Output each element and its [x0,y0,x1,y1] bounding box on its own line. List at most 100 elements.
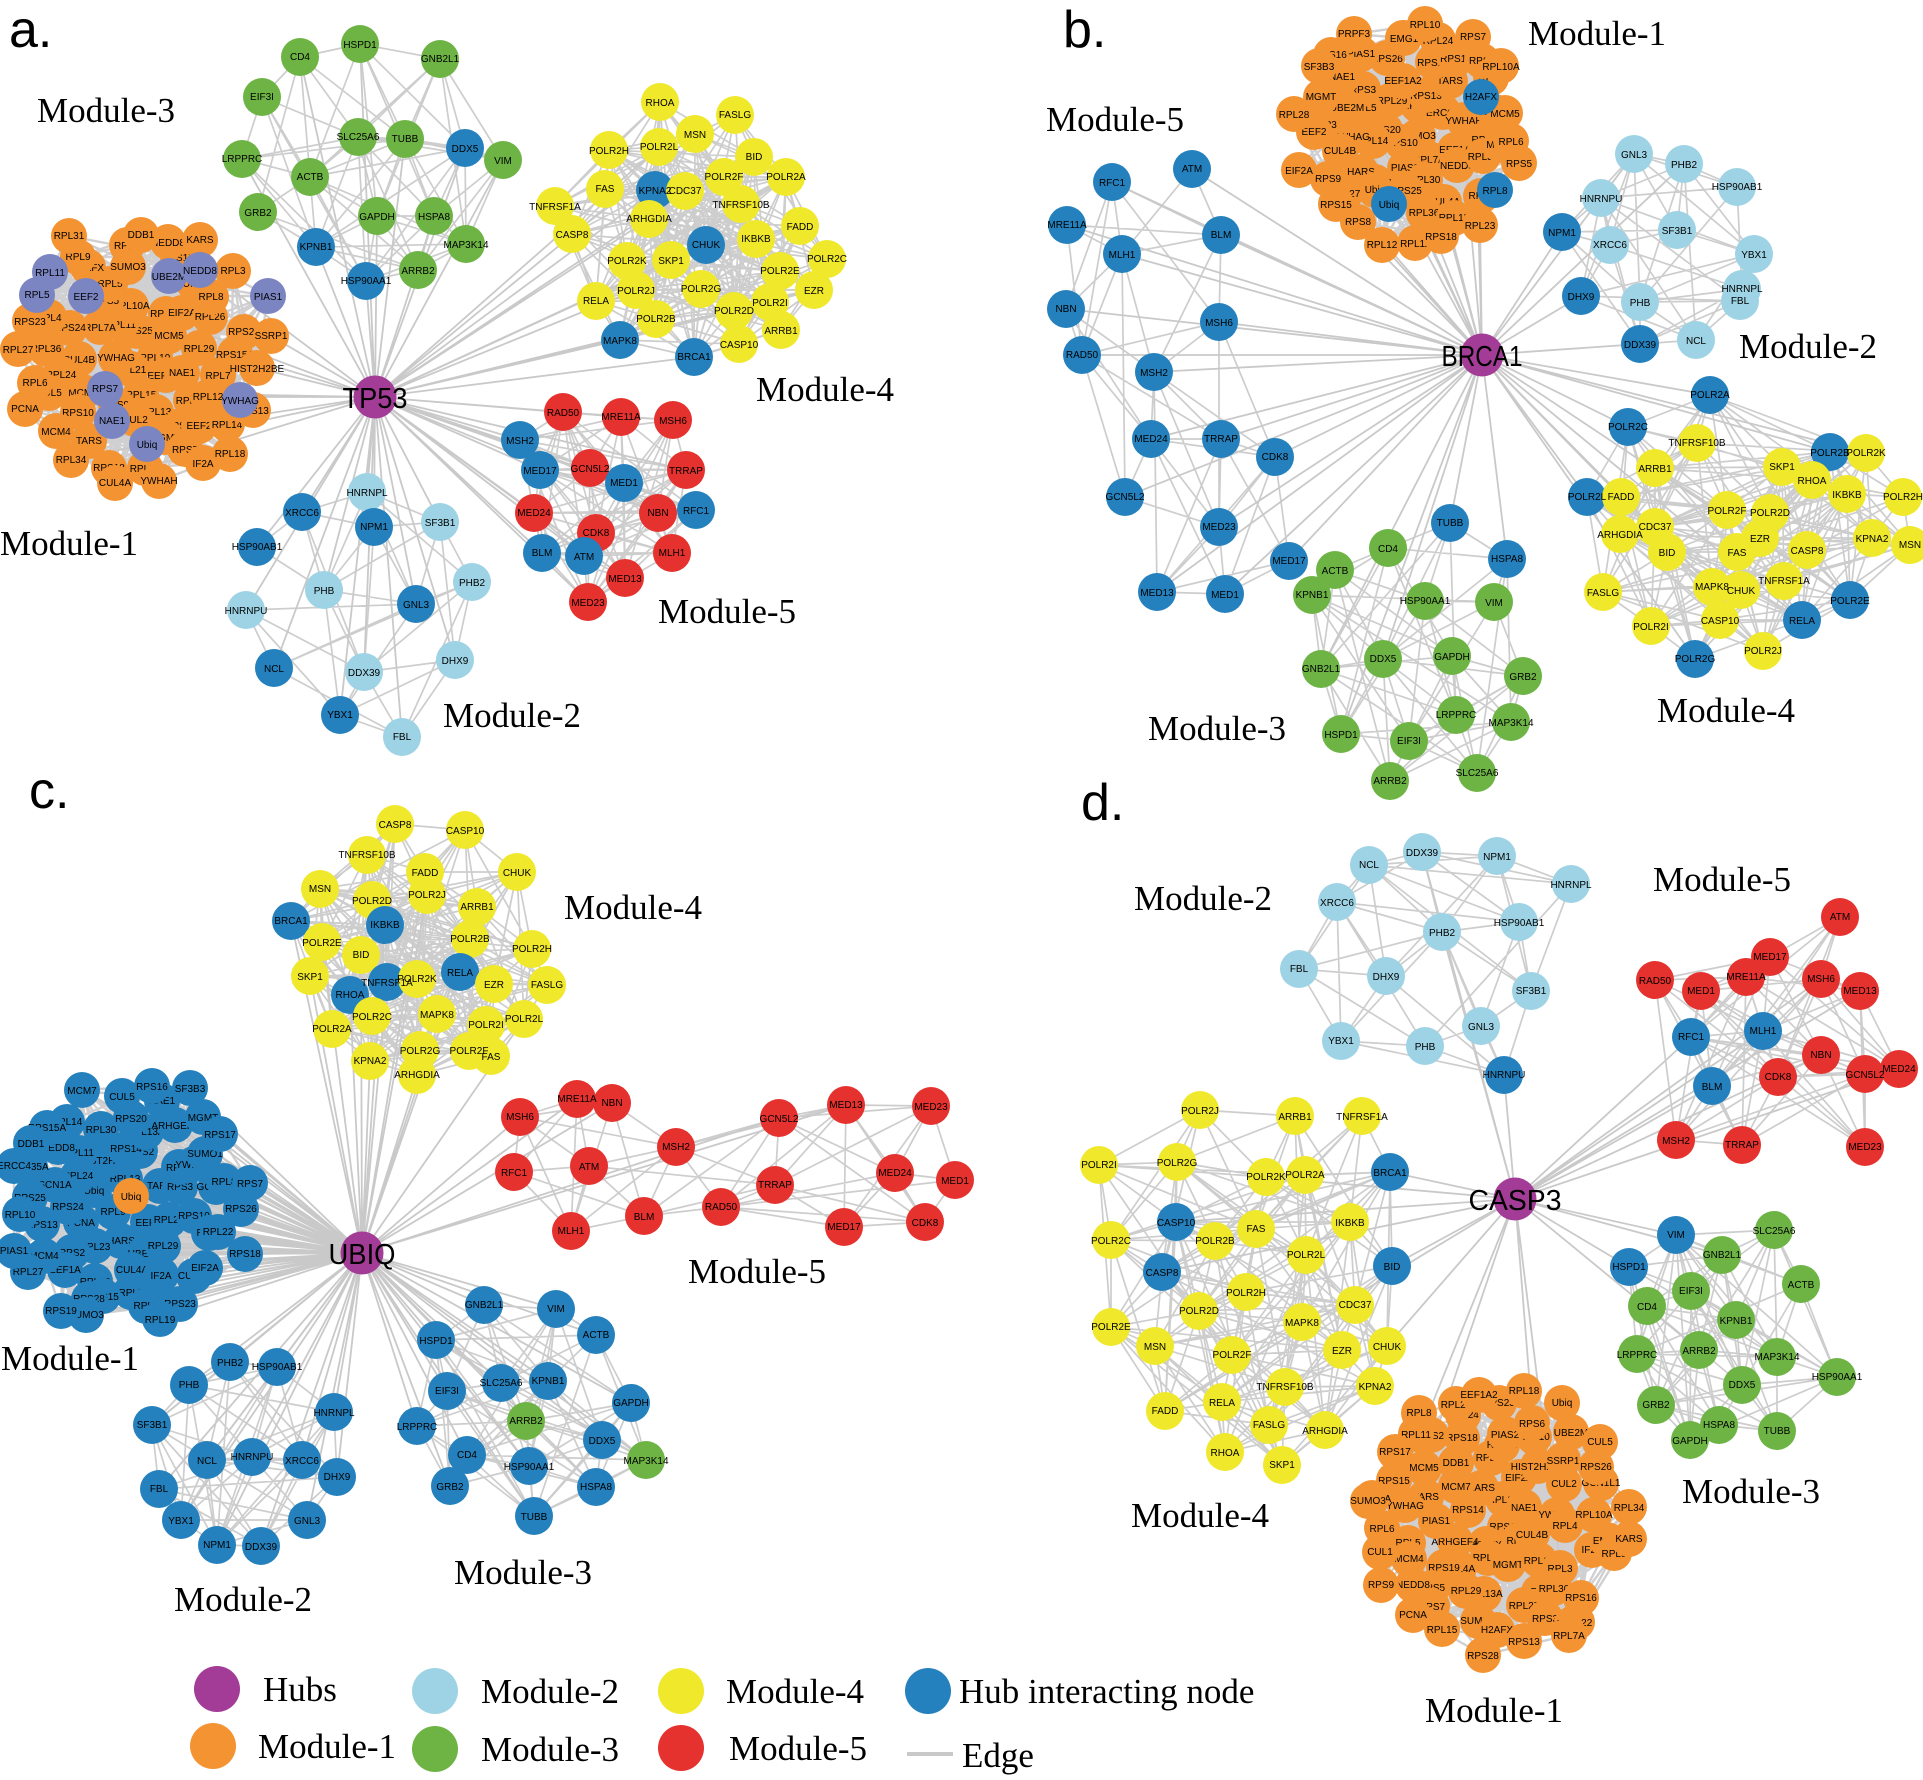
svg-text:MCM7: MCM7 [68,388,98,399]
svg-text:POLR2A: POLR2A [312,1024,352,1035]
svg-text:DDX5: DDX5 [1370,654,1397,665]
svg-text:RPL11: RPL11 [35,268,65,279]
svg-text:NCL: NCL [1359,860,1379,871]
svg-text:SLC25A6: SLC25A6 [337,132,380,143]
svg-text:IKBKB: IKBKB [370,920,400,931]
svg-text:MED23: MED23 [1202,522,1236,533]
svg-text:GNL3: GNL3 [1621,150,1648,161]
svg-text:NBN: NBN [601,1098,622,1109]
svg-text:MED23: MED23 [571,598,605,609]
svg-text:GRB2: GRB2 [1642,1400,1670,1411]
svg-text:DHX9: DHX9 [324,1472,351,1483]
svg-text:POLR2A: POLR2A [1690,390,1730,401]
svg-text:NCL: NCL [264,664,284,675]
svg-text:TARS: TARS [1437,76,1463,87]
svg-text:LRPPRC: LRPPRC [397,1422,438,1433]
svg-text:DHX9: DHX9 [442,656,469,667]
svg-text:FBL: FBL [1731,296,1750,307]
svg-text:RPS26: RPS26 [225,1204,257,1215]
svg-text:HNRNPL: HNRNPL [1550,880,1592,891]
svg-text:HIST2H2BE: HIST2H2BE [230,364,285,375]
svg-text:CDK8: CDK8 [1262,452,1289,463]
svg-text:TNFRSF1A: TNFRSF1A [361,978,413,989]
svg-text:RPL13: RPL13 [141,407,172,418]
svg-text:GNL3: GNL3 [403,600,430,611]
svg-text:RPL34: RPL34 [56,455,87,466]
svg-text:RPL29: RPL29 [184,344,215,355]
svg-text:RPS10: RPS10 [178,1211,210,1222]
svg-text:RPL22: RPL22 [203,1227,234,1238]
svg-text:HSP90AA1: HSP90AA1 [504,1462,555,1473]
svg-text:ARHGEF4: ARHGEF4 [151,1121,199,1132]
svg-text:SF3B3: SF3B3 [175,1084,206,1095]
svg-text:SKP1: SKP1 [1269,1460,1295,1471]
svg-text:GNB2L1: GNB2L1 [1302,664,1341,675]
svg-text:H2AFX: H2AFX [1481,1625,1514,1636]
svg-text:CUL4B: CUL4B [1516,1530,1549,1541]
svg-text:ARRB1: ARRB1 [460,902,494,913]
svg-text:RELA: RELA [1209,1398,1235,1409]
svg-text:GCN5L2: GCN5L2 [1106,492,1145,503]
svg-text:CDK8: CDK8 [583,528,610,539]
svg-text:RPS16: RPS16 [136,1082,168,1093]
svg-text:MED24: MED24 [1882,1064,1916,1075]
svg-text:Module-2: Module-2 [1739,327,1877,366]
svg-text:SLC25A6: SLC25A6 [480,1378,523,1389]
svg-text:SUMO3: SUMO3 [1350,1496,1386,1507]
svg-text:RPL11: RPL11 [106,320,136,331]
svg-text:CUL5: CUL5 [109,1092,135,1103]
svg-text:PIAS1: PIAS1 [0,1246,29,1257]
svg-text:POLR2A: POLR2A [766,172,806,183]
svg-text:EEF2: EEF2 [73,292,98,303]
svg-text:RPS15: RPS15 [1320,200,1352,211]
svg-text:GRB2: GRB2 [436,1482,464,1493]
svg-text:RPL14: RPL14 [1488,1495,1519,1506]
svg-text:RHOA: RHOA [336,990,365,1001]
svg-text:GNL3: GNL3 [294,1516,321,1527]
svg-text:EEF1A2: EEF1A2 [1460,1390,1498,1401]
svg-text:PCNA: PCNA [11,404,39,415]
svg-text:HIST2H2BE: HIST2H2BE [1511,1462,1566,1473]
svg-text:RPS7: RPS7 [237,1179,264,1190]
svg-text:NPM1: NPM1 [203,1540,231,1551]
svg-text:MSH2: MSH2 [506,436,534,447]
svg-text:Module-3: Module-3 [1148,709,1286,748]
svg-text:RPL30: RPL30 [1410,175,1441,186]
svg-text:MRE11A: MRE11A [1726,972,1766,983]
svg-text:POLR2L: POLR2L [1287,1250,1326,1261]
svg-text:RPL29: RPL29 [148,1241,179,1252]
svg-text:NAE1: NAE1 [1511,1503,1538,1514]
svg-text:H2AFX: H2AFX [1465,92,1498,103]
svg-text:SLC25A6: SLC25A6 [1753,1226,1796,1237]
svg-text:RPL27: RPL27 [1509,1601,1540,1612]
svg-text:IKBKB: IKBKB [741,234,771,245]
svg-text:RPL7A: RPL7A [1413,155,1445,166]
svg-text:RPS10: RPS10 [1386,138,1418,149]
svg-text:RPL26: RPL26 [1441,1400,1472,1411]
svg-text:CUL4B: CUL4B [63,355,96,366]
svg-text:CASP8: CASP8 [556,230,589,241]
svg-text:KPNB1: KPNB1 [300,242,333,253]
svg-text:KPNA2: KPNA2 [1359,1382,1392,1393]
svg-text:CASP10: CASP10 [720,340,759,351]
svg-text:RPL31: RPL31 [54,231,85,242]
svg-text:RPL3: RPL3 [220,266,245,277]
svg-text:EZR: EZR [1332,1346,1352,1357]
svg-text:TARS: TARS [1413,1492,1439,1503]
svg-text:YBX1: YBX1 [327,710,353,721]
svg-text:POLR2I: POLR2I [468,1020,504,1031]
svg-text:RPS7: RPS7 [92,384,119,395]
svg-text:DDX39: DDX39 [245,1542,278,1553]
svg-text:CDK8: CDK8 [1765,1072,1792,1083]
svg-text:POLR2I: POLR2I [1081,1160,1117,1171]
svg-text:PIAS1: PIAS1 [1347,49,1376,60]
svg-text:GAPDH: GAPDH [613,1398,649,1409]
svg-text:RPL5: RPL5 [118,1288,143,1299]
svg-text:ACTB: ACTB [583,1330,610,1341]
svg-text:POLR2E: POLR2E [1091,1322,1131,1333]
svg-text:VIM: VIM [1485,598,1503,609]
svg-text:SF3B3: SF3B3 [1304,62,1335,73]
svg-text:EIF2A: EIF2A [191,1263,219,1274]
svg-text:NAE1: NAE1 [149,1096,176,1107]
svg-text:ARHGDIA: ARHGDIA [1597,530,1643,541]
